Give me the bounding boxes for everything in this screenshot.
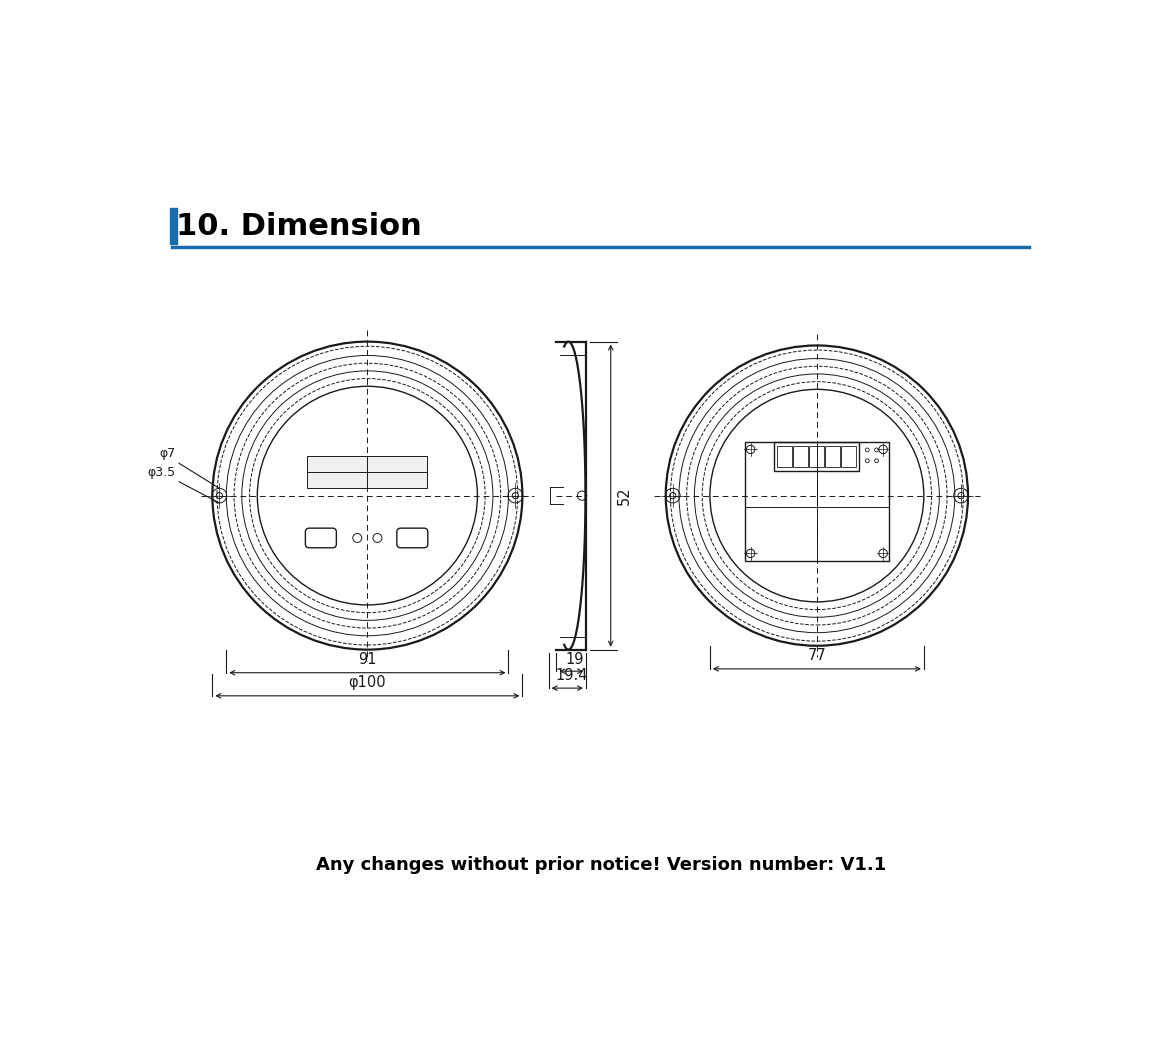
- Text: φ100: φ100: [348, 675, 387, 691]
- Text: 19.4: 19.4: [556, 669, 587, 684]
- Bar: [793, 445, 808, 467]
- Text: 52: 52: [616, 486, 632, 505]
- Bar: [745, 442, 888, 561]
- Bar: [809, 445, 824, 467]
- Bar: [777, 445, 792, 467]
- Text: 77: 77: [808, 648, 826, 663]
- Bar: [841, 445, 857, 467]
- Text: 91: 91: [359, 653, 376, 668]
- Text: Any changes without prior notice! Version number: V1.1: Any changes without prior notice! Versio…: [315, 856, 886, 874]
- Bar: [170, 208, 177, 243]
- Text: φ3.5: φ3.5: [148, 466, 176, 478]
- Bar: [775, 442, 859, 471]
- Bar: [307, 456, 428, 488]
- Text: φ7: φ7: [159, 448, 176, 460]
- Text: 10. Dimension: 10. Dimension: [176, 212, 422, 240]
- Text: 19: 19: [566, 652, 585, 667]
- Bar: [825, 445, 840, 467]
